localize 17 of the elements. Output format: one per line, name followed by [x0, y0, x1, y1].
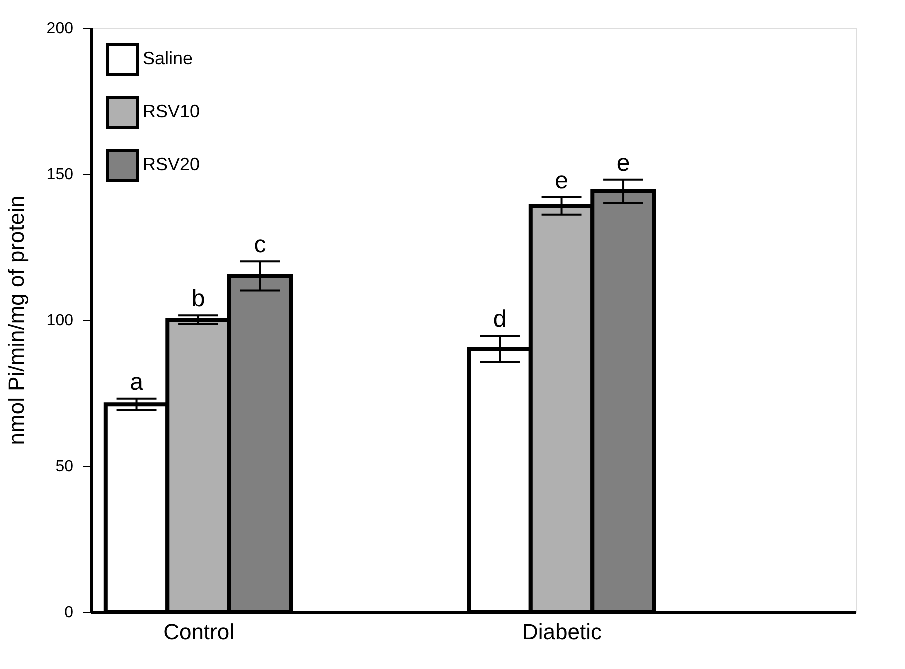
annotation: a: [130, 368, 144, 396]
y-axis-title: nmol Pi/min/mg of protein: [4, 196, 29, 446]
x-tick-label: Control: [164, 620, 234, 644]
x-tick-label: Diabetic: [522, 620, 602, 644]
annotation: e: [555, 167, 568, 194]
y-tick-label: 50: [56, 458, 74, 476]
y-tick-label: 0: [64, 604, 74, 622]
y-tick-label: 100: [46, 312, 74, 330]
annotation: c: [254, 232, 266, 259]
y-tick-label: 200: [46, 20, 74, 38]
y-tick-label: 150: [46, 166, 74, 184]
legend-label: Saline: [143, 48, 194, 68]
legend-label: RSV20: [143, 154, 200, 174]
annotation: b: [192, 286, 206, 313]
legend-label: RSV10: [143, 102, 200, 122]
annotation: d: [493, 306, 507, 334]
annotation: e: [616, 150, 630, 177]
